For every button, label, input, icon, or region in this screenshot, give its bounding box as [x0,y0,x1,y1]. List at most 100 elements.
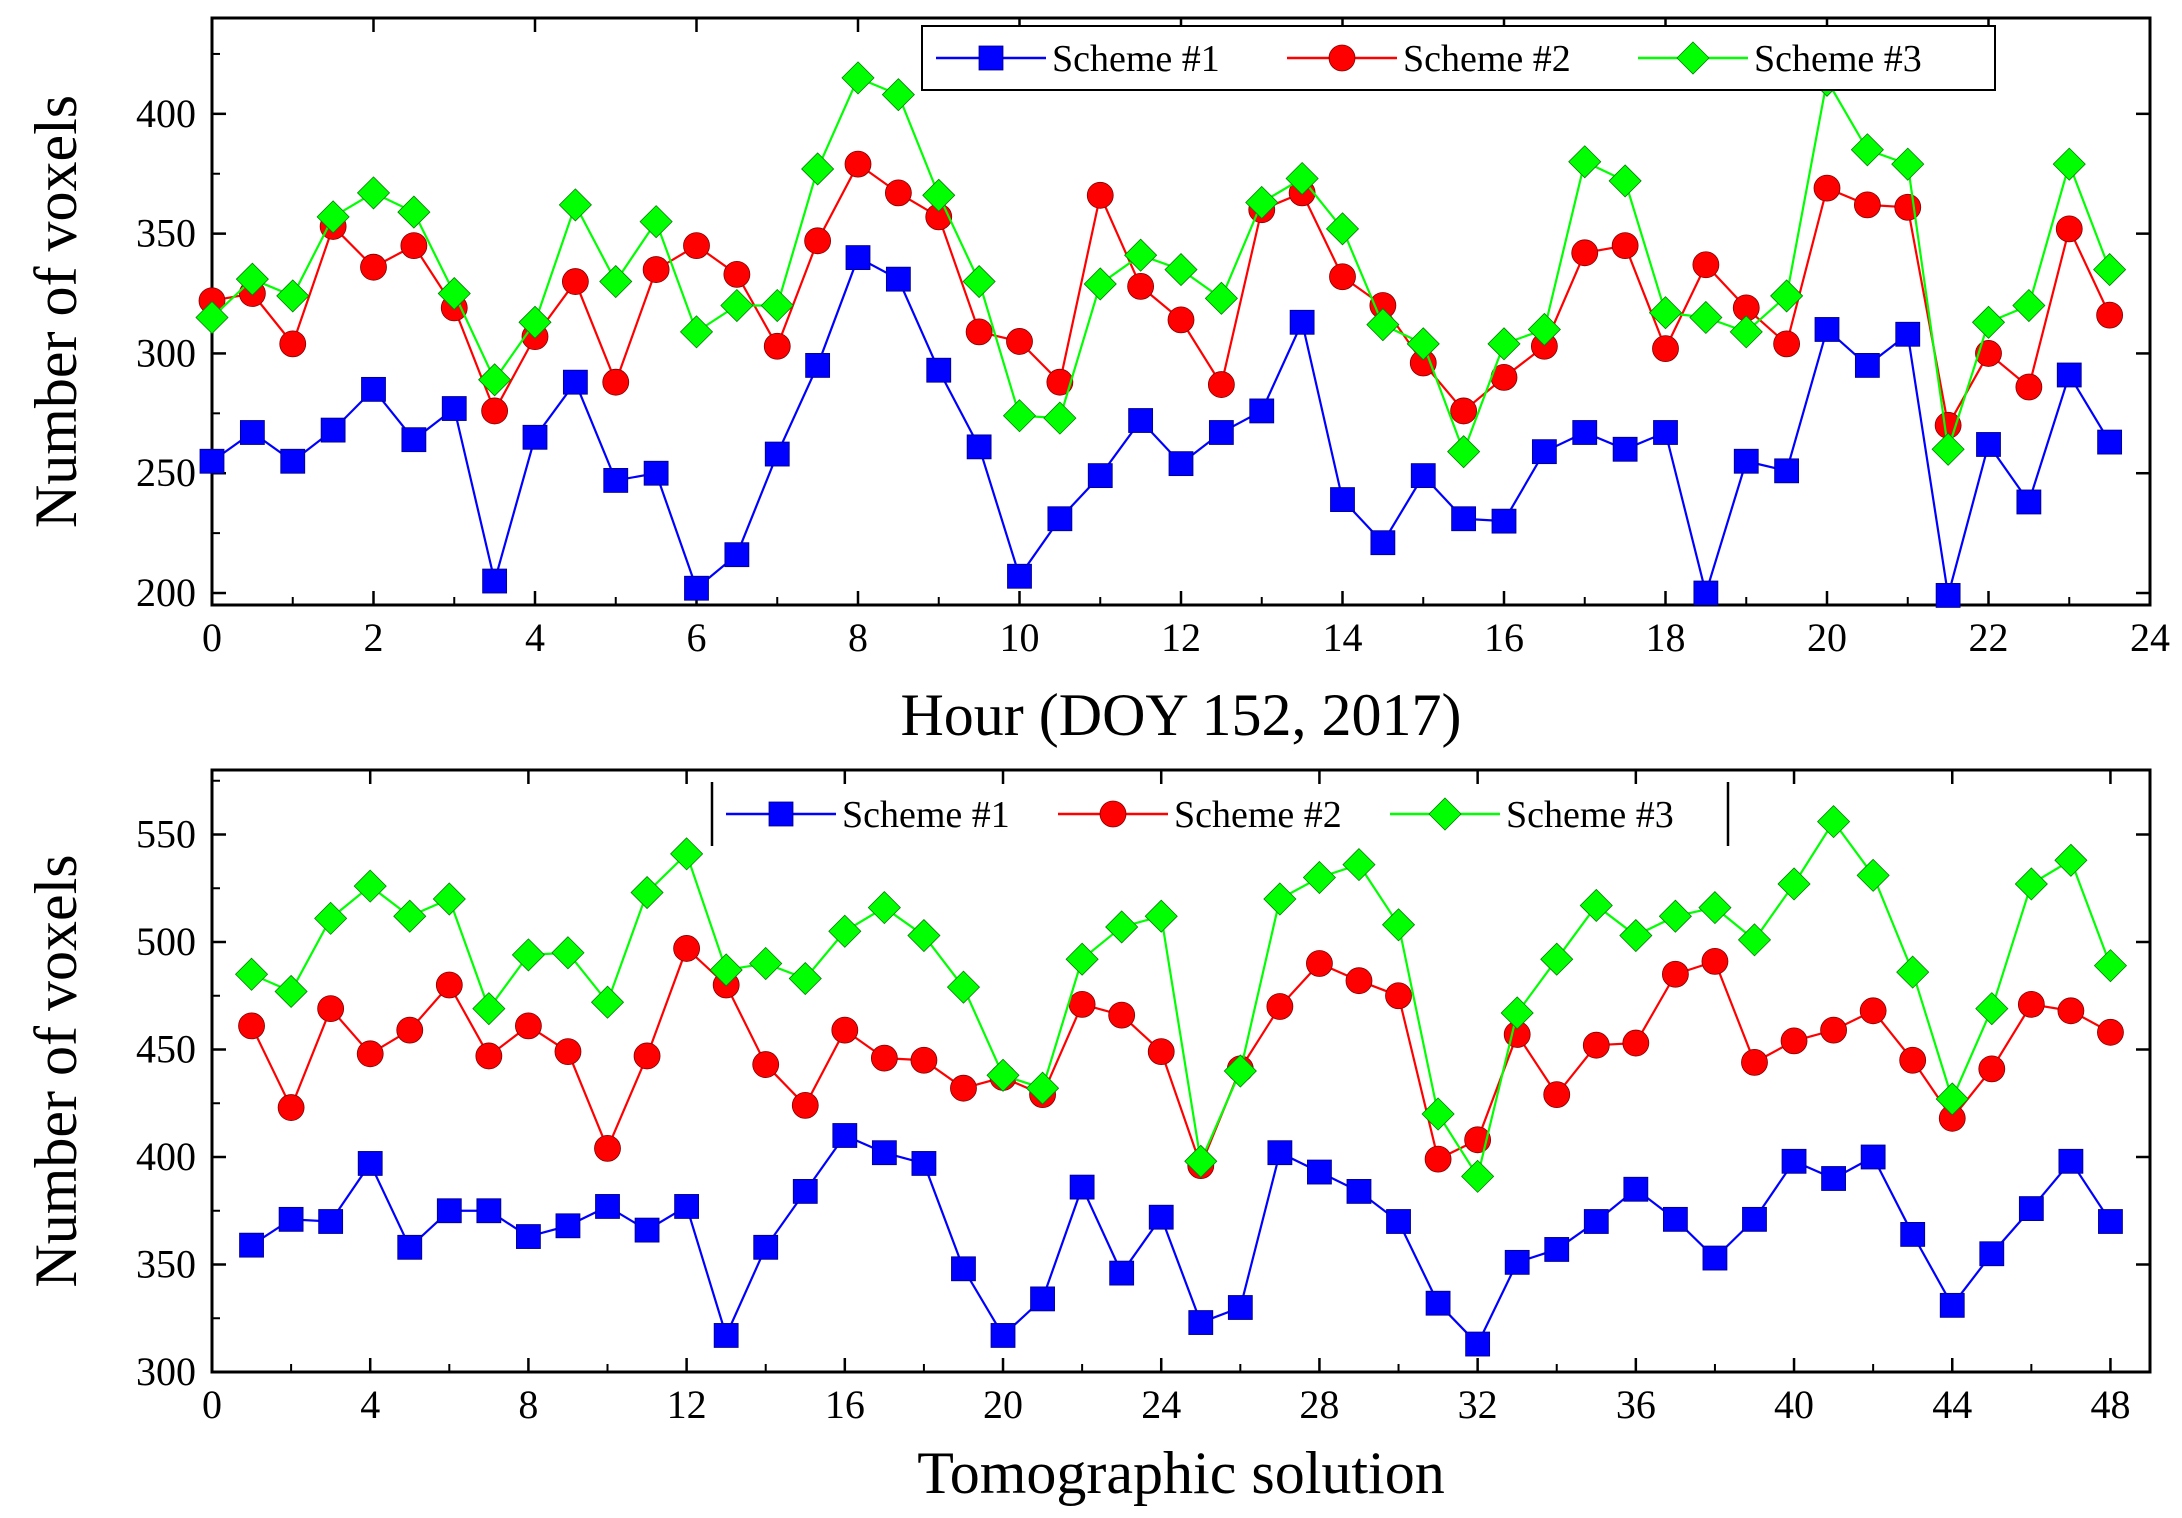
data-point [885,266,911,292]
x-tick-label: 10 [1000,615,1040,660]
data-point [966,434,992,460]
legend: Scheme #1 Scheme #2 Scheme #3 [710,782,1730,846]
x-tick-label: 0 [202,1382,222,1427]
data-point [804,227,832,255]
data-point [1047,506,1073,532]
x-tick-label: 48 [2090,1382,2130,1427]
data-point [1164,253,1198,287]
data-point [684,575,709,601]
data-point [1817,805,1851,839]
x-tick-label: 0 [202,615,222,660]
data-point [1385,982,1412,1010]
data-point [1086,181,1114,209]
y-tick-label: 350 [136,1242,196,1287]
x-tick-label: 28 [1299,1382,1339,1427]
data-point [1424,1145,1452,1173]
legend-box [921,25,1996,91]
data-point [709,953,743,987]
data-point [845,245,871,270]
data-point [561,268,589,295]
data-point [867,891,901,925]
data-point [594,1135,621,1162]
data-point [1263,882,1297,916]
data-point [435,971,463,999]
data-point [436,1198,462,1224]
x-tick-label: 32 [1458,1382,1498,1427]
data-point [1896,955,1930,989]
data-point [1069,1174,1095,1200]
data-point [990,1323,1016,1348]
data-point [713,1323,739,1348]
data-point [2093,949,2128,983]
x-axis-title: Tomographic solution [917,1440,1444,1506]
data-point [2058,1148,2084,1174]
data-point [801,152,835,186]
data-point [1306,950,1333,977]
data-point [603,468,629,493]
data-point [946,970,981,1004]
legend-label: Scheme #2 [1403,38,1571,80]
data-point [1207,371,1235,398]
data-point [1465,1331,1491,1357]
series-scheme-2 [238,935,2124,1179]
data-point [1461,1159,1495,1193]
data-point [1043,401,1077,435]
data-point [1689,300,1723,335]
data-point [1820,1016,1847,1044]
data-point [1979,1241,2005,1267]
legend-marker [978,45,1004,71]
data-point [1661,960,1689,988]
data-point [1935,1082,1969,1116]
legend-label: Scheme #1 [1052,38,1220,80]
data-point [441,396,467,421]
data-point [2055,215,2083,243]
data-point [1935,583,1961,608]
data-point [472,992,506,1026]
data-point [1860,1144,1886,1170]
data-point [1662,1206,1688,1232]
x-tick-label: 22 [1969,615,2009,660]
legend-marker [1428,797,1462,831]
data-point [401,427,427,453]
data-point [1083,267,1117,301]
data-point [476,1198,502,1224]
data-point [1325,212,1360,246]
data-point [511,938,545,972]
data-point [357,1151,383,1176]
data-point [643,460,669,486]
x-tick-label: 2 [364,615,384,660]
y-tick-label: 300 [136,1349,196,1394]
data-point [951,1256,976,1282]
data-point [1410,463,1436,489]
x-tick-label: 12 [1161,615,1201,660]
data-point [195,300,229,335]
y-tick-label: 350 [136,211,196,256]
data-point [1002,399,1037,433]
data-point [1693,580,1719,606]
data-point [555,1213,581,1239]
data-point [320,417,346,443]
y-tick-label: 500 [136,919,196,964]
data-point [522,424,548,450]
data-point [1741,1049,1768,1076]
data-point [393,899,427,933]
data-point [602,368,630,396]
data-point [1504,1249,1530,1275]
data-point [1447,435,1481,469]
data-point [1450,397,1478,425]
data-point [788,961,822,996]
data-point [1975,992,2009,1026]
data-point [1068,990,1096,1018]
data-point [870,1044,898,1072]
data-point [314,901,348,935]
x-tick-label: 16 [825,1382,865,1427]
data-point [2097,429,2123,455]
data-point [1658,899,1692,933]
data-point [1894,193,1922,221]
x-tick-label: 20 [1807,615,1847,660]
data-point [1648,296,1683,330]
data-point [1451,506,1477,532]
data-point [2098,1209,2123,1234]
data-point [2097,1018,2124,1046]
data-point [1971,305,2006,339]
